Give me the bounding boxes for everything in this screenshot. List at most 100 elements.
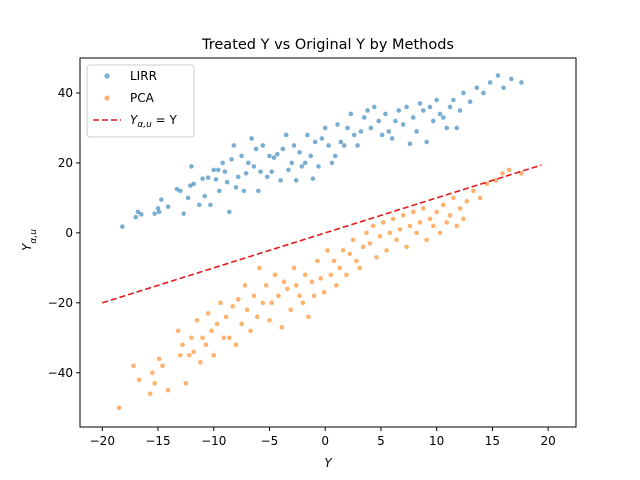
lirr-point <box>283 132 289 138</box>
y-tick-label: 40 <box>58 86 73 100</box>
lirr-point <box>431 118 436 124</box>
pca-point <box>318 276 324 281</box>
pca-point <box>331 258 337 264</box>
pca-point <box>203 342 209 348</box>
lirr-point <box>361 115 367 120</box>
lirr-point <box>229 157 234 162</box>
pca-point <box>367 241 373 246</box>
pca-point <box>248 328 253 334</box>
pca-point <box>269 300 275 306</box>
lirr-point <box>312 139 318 145</box>
pca-point <box>306 314 311 320</box>
pca-point <box>444 220 450 225</box>
pca-point <box>404 244 409 250</box>
pca-point <box>471 188 476 194</box>
lirr-point <box>420 108 426 113</box>
lirr-point <box>120 224 125 229</box>
pca-point <box>437 230 443 236</box>
pca-point <box>394 237 399 243</box>
lirr-point <box>410 115 416 120</box>
lirr-point <box>202 193 208 199</box>
x-axis-title: Y <box>324 456 333 470</box>
lirr-point <box>165 204 171 209</box>
lirr-point <box>220 160 225 166</box>
pca-point <box>506 167 512 173</box>
lirr-point <box>389 136 395 141</box>
pca-point <box>235 297 241 302</box>
lirr-point <box>335 122 340 127</box>
pca-point <box>205 311 211 316</box>
lirr-point <box>205 175 211 180</box>
lirr-point <box>386 129 392 134</box>
lirr-point <box>376 118 382 124</box>
lirr-point <box>189 164 194 169</box>
pca-point <box>461 216 466 222</box>
pca-point <box>451 195 456 201</box>
lirr-point <box>200 176 205 181</box>
lirr-point <box>444 125 450 131</box>
lirr-point <box>156 209 162 215</box>
pca-point <box>239 321 244 327</box>
pca-point <box>242 283 248 288</box>
pca-point <box>360 244 366 250</box>
pca-point <box>178 352 183 358</box>
lirr-point <box>407 141 413 146</box>
lirr-point <box>427 104 433 110</box>
lirr-point <box>441 115 446 120</box>
lirr-point <box>196 202 202 208</box>
pca-point <box>152 380 157 386</box>
pca-point <box>160 363 165 369</box>
pca-point <box>334 283 339 288</box>
lirr-point <box>297 150 302 155</box>
pca-point <box>420 206 426 211</box>
x-tick-label: −15 <box>145 434 170 448</box>
lirr-point <box>371 104 377 110</box>
x-tick-label: −20 <box>90 434 115 448</box>
legend-box <box>86 64 195 138</box>
lirr-point <box>326 143 331 148</box>
plot-area <box>102 73 542 411</box>
lirr-point <box>178 188 183 194</box>
lirr-point <box>368 125 374 131</box>
lirr-point <box>509 76 514 82</box>
pca-point <box>424 237 429 243</box>
pca-point <box>300 300 306 306</box>
pca-point <box>384 248 389 253</box>
lirr-point <box>400 122 406 127</box>
lirr-point <box>239 153 244 159</box>
pca-point <box>400 213 406 218</box>
y-tick-label: 20 <box>58 156 73 170</box>
lirr-point <box>393 118 398 124</box>
pca-point <box>175 328 181 334</box>
legend: LIRR PCA Yα,u = Y <box>86 64 195 138</box>
lirr-point <box>474 85 480 91</box>
pca-point <box>387 230 393 236</box>
pca-point <box>293 283 299 288</box>
pca-point <box>200 335 205 341</box>
lirr-point <box>269 169 275 174</box>
pca-point <box>180 342 185 348</box>
pca-point <box>364 230 369 236</box>
pca-point <box>325 248 330 253</box>
pca-point <box>276 293 281 299</box>
pca-point <box>397 227 403 232</box>
lirr-point <box>351 132 357 138</box>
lirr-point <box>258 169 263 174</box>
pca-point <box>251 293 257 299</box>
lirr-point <box>454 125 460 131</box>
lirr-point <box>461 90 466 96</box>
lirr-point <box>341 143 347 148</box>
lirr-point <box>191 181 196 187</box>
lirr-point <box>235 174 241 180</box>
lirr-point <box>249 136 254 141</box>
pca-point <box>427 216 433 222</box>
lirr-point <box>305 132 310 138</box>
lirr-point <box>291 143 297 148</box>
x-tick-label: 0 <box>321 434 329 448</box>
lirr-point <box>345 125 350 131</box>
pca-point <box>198 359 203 365</box>
lirr-point <box>152 211 157 216</box>
lirr-point <box>159 197 164 202</box>
lirr-point <box>251 164 257 169</box>
